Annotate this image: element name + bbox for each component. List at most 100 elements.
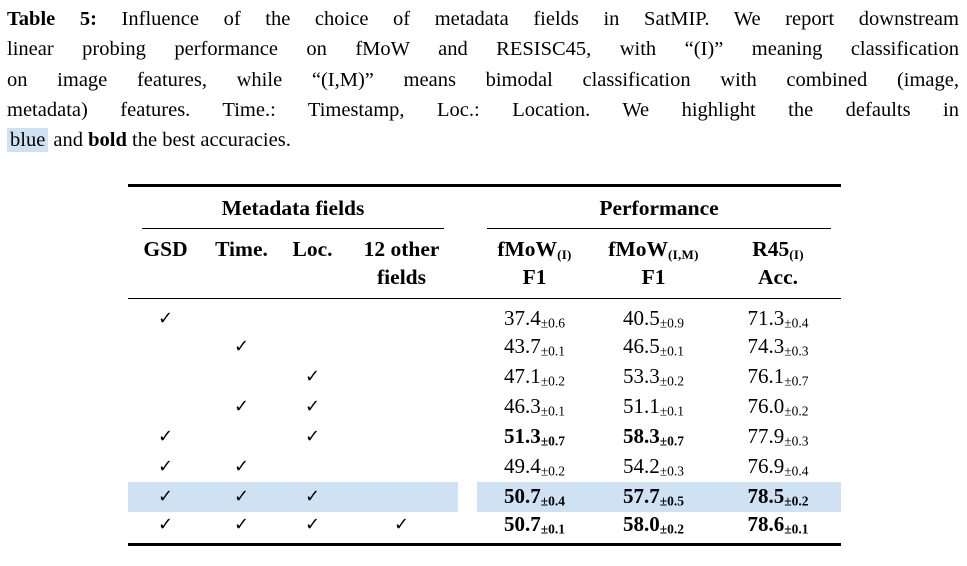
column-gap <box>458 452 477 482</box>
empty-cell <box>128 392 203 422</box>
value-mean: 71.3 <box>747 306 785 330</box>
checkmark-icon: ✓ <box>157 486 174 507</box>
table-caption: Table 5: Influence of the choice of meta… <box>7 4 959 155</box>
value-stddev: ±0.2 <box>784 403 809 419</box>
data-row: ✓ ✓ ✓ ✓ 50.7±0.1 58.0±0.2 78.6±0.1 <box>128 512 841 544</box>
col-header-loc: Loc. <box>280 229 345 299</box>
value-cell: 43.7±0.1 <box>477 332 592 362</box>
value-cell: 76.9±0.4 <box>715 452 841 482</box>
checkmark-icon: ✓ <box>233 486 250 507</box>
caption-text: the best accuracies. <box>126 129 291 152</box>
column-gap <box>458 512 477 544</box>
caption-text: and <box>48 129 89 152</box>
empty-cell <box>345 392 458 422</box>
data-row-default-highlighted: ✓ ✓ ✓ 50.7±0.4 57.7±0.5 78.5±0.2 <box>128 481 842 512</box>
value-cell: 78.6±0.1 <box>715 512 841 544</box>
col-header-subscript: (I) <box>557 247 572 262</box>
value-mean: 53.3 <box>623 363 660 388</box>
caption-text: on image features, while “(I,M)” means b… <box>7 68 959 91</box>
value-stddev: ±0.9 <box>659 315 685 331</box>
checkmark-cell: ✓ <box>128 481 203 512</box>
caption-line: linear probing performance on fMoW and R… <box>7 34 959 64</box>
checkmark-cell: ✓ <box>203 332 280 362</box>
value-mean: 50.7 <box>504 511 541 536</box>
empty-cell <box>128 362 203 392</box>
checkmark-icon: ✓ <box>304 486 321 507</box>
checkmark-cell: ✓ <box>203 392 280 422</box>
col-header-fmow-i: fMoW(I) F1 <box>477 229 593 299</box>
caption-line: Table 5: Influence of the choice of meta… <box>7 4 959 34</box>
value-stddev: ±0.7 <box>784 373 809 389</box>
value-cell: 57.7±0.5 <box>592 481 716 512</box>
empty-cell <box>203 362 280 392</box>
value-mean: 74.3 <box>747 333 785 358</box>
value-mean: 78.6 <box>747 511 785 536</box>
checkmark-icon: ✓ <box>157 308 174 330</box>
empty-cell <box>203 299 280 332</box>
value-cell: 54.2±0.3 <box>592 452 715 482</box>
checkmark-icon: ✓ <box>157 456 174 477</box>
value-cell: 76.1±0.7 <box>715 362 841 392</box>
checkmark-icon: ✓ <box>304 396 321 417</box>
checkmark-icon: ✓ <box>157 426 174 447</box>
checkmark-cell: ✓ <box>128 299 203 332</box>
col-header-metric: Acc. <box>758 265 799 289</box>
value-mean: 46.3 <box>504 393 541 418</box>
value-cell: 50.7±0.1 <box>477 512 592 544</box>
value-cell: 71.3±0.4 <box>715 299 841 332</box>
value-stddev: ±0.1 <box>659 343 685 359</box>
value-mean: 54.2 <box>623 453 660 478</box>
checkmark-icon: ✓ <box>233 513 250 535</box>
value-cell: 46.5±0.1 <box>592 332 715 362</box>
empty-cell <box>280 332 345 362</box>
col-header-metric: F1 <box>641 265 666 289</box>
value-mean: 50.7 <box>504 483 541 508</box>
checkmark-icon: ✓ <box>233 456 250 477</box>
value-mean: 58.0 <box>623 511 660 536</box>
value-mean: 47.1 <box>504 363 541 388</box>
value-cell: 53.3±0.2 <box>592 362 715 392</box>
value-mean: 46.5 <box>623 333 660 358</box>
empty-cell <box>345 422 458 452</box>
data-row: ✓ 47.1±0.2 53.3±0.2 76.1±0.7 <box>128 362 841 392</box>
value-mean: 77.9 <box>747 423 785 448</box>
checkmark-cell: ✓ <box>345 512 458 544</box>
value-stddev: ±0.2 <box>659 373 685 389</box>
value-stddev: ±0.7 <box>540 433 566 449</box>
checkmark-cell: ✓ <box>128 512 203 544</box>
checkmark-icon: ✓ <box>304 513 321 535</box>
group-header-metadata-label: Metadata fields <box>142 196 445 229</box>
empty-cell <box>345 299 458 332</box>
value-mean: 40.5 <box>623 306 660 330</box>
value-stddev: ±0.3 <box>784 433 809 449</box>
caption-bold-text: bold <box>88 129 127 152</box>
value-mean: 57.7 <box>623 483 660 508</box>
value-stddev: ±0.2 <box>540 373 566 389</box>
checkmark-icon: ✓ <box>157 513 174 535</box>
value-mean: 51.1 <box>623 393 660 418</box>
checkmark-cell: ✓ <box>128 422 203 452</box>
value-cell: 49.4±0.2 <box>477 452 592 482</box>
data-row: ✓ ✓ 49.4±0.2 54.2±0.3 76.9±0.4 <box>128 452 841 482</box>
value-mean: 76.9 <box>747 453 785 478</box>
empty-cell <box>203 422 280 452</box>
value-stddev: ±0.5 <box>659 493 685 509</box>
value-mean: 51.3 <box>504 423 541 448</box>
col-header-gsd: GSD <box>128 229 203 299</box>
value-cell: 37.4±0.6 <box>477 299 592 332</box>
checkmark-cell: ✓ <box>280 512 345 544</box>
checkmark-icon: ✓ <box>304 366 321 387</box>
column-gap <box>458 332 477 362</box>
caption-bold-text: Table 5: <box>7 8 97 30</box>
data-row: ✓ ✓ 46.3±0.1 51.1±0.1 76.0±0.2 <box>128 392 841 422</box>
checkmark-cell: ✓ <box>203 512 280 544</box>
empty-cell <box>128 332 203 362</box>
results-table: Metadata fields Performance GSD Time. Loc.… <box>128 187 842 544</box>
caption-text: linear probing performance on fMoW and R… <box>7 38 959 61</box>
value-stddev: ±0.2 <box>784 493 809 509</box>
value-cell: 77.9±0.3 <box>715 422 841 452</box>
value-cell: 40.5±0.9 <box>592 299 715 332</box>
value-stddev: ±0.3 <box>659 463 685 479</box>
col-header-main: R45 <box>752 237 790 261</box>
column-gap <box>458 229 478 299</box>
